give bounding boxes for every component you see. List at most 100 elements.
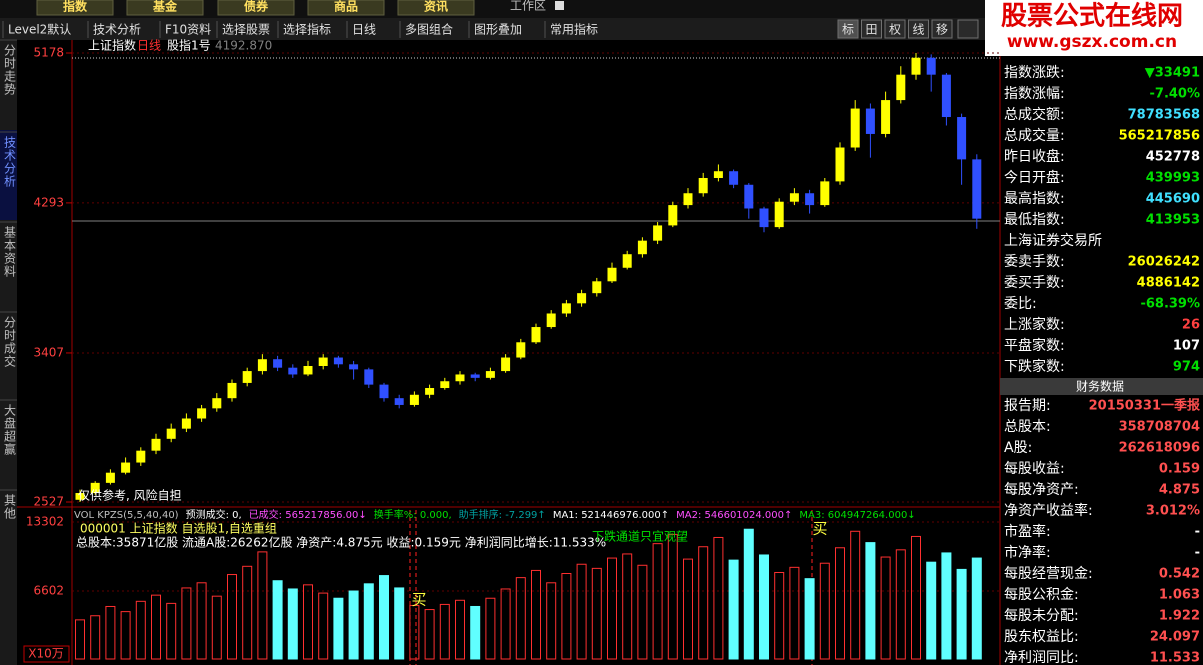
menu-bar [0,0,1203,18]
y-tick-label: 4293 [33,195,64,209]
candle-body [440,381,450,389]
candle-body [318,357,328,366]
candle-body [242,371,252,383]
panel-label: 总成交量: [1004,127,1065,144]
toolbar-toggle-label[interactable]: 标 [842,23,854,37]
panel-label: 总成交额: [1004,106,1065,123]
candle-body [577,293,587,304]
workspace-label[interactable]: 工作区 [510,0,546,13]
volume-bar [819,562,830,660]
toolbar-toggle[interactable] [908,19,929,39]
side-tab[interactable]: 分时走势 [3,44,17,96]
panel-value: 24.097 [1150,630,1200,645]
candle-body [896,74,906,101]
toolbar-item[interactable]: 常用指标 [550,22,598,37]
panel-label: 市盈率: [1004,523,1051,540]
toolbar-item[interactable]: 选择股票 [222,23,270,37]
menu-label[interactable]: 基金 [152,0,178,14]
volume-bar [500,588,511,660]
candle-body [333,357,343,365]
candle-body [926,57,936,75]
panel-value: - [1195,525,1200,540]
toolbar-toggle-label[interactable]: 线 [912,23,924,37]
candle-body [911,57,921,75]
candle-body [379,384,389,399]
window-button[interactable] [957,19,979,39]
menu-button[interactable] [36,0,114,16]
volume-bar [576,563,587,660]
unit-box [23,645,70,663]
candle-body [409,394,419,405]
toolbar-toggle-label[interactable]: 移 [936,23,948,37]
panel-label: 昨日收盘: [1004,148,1065,165]
volume-bar [333,597,344,660]
menu-button[interactable] [397,0,475,16]
volume-bar [956,568,967,660]
volume-bar [804,578,815,660]
volume-bar [303,584,313,660]
toolbar-item[interactable]: 选择指标 [283,22,331,37]
volume-bar [911,535,921,660]
volume-bar [120,611,131,660]
signal-note: 下跌通道只宜观望 [592,529,688,544]
volume-bar [75,619,85,660]
side-tab[interactable]: 其他 [3,494,17,520]
menu-button[interactable] [307,0,385,16]
volume-bar [105,605,116,660]
panel-value: 11.533 [1150,651,1200,665]
toolbar-toggle-label[interactable]: 田 [865,23,877,37]
volume-bar [379,575,389,660]
toolbar-toggle[interactable] [837,19,859,39]
candle-body [592,281,602,294]
candle-body [273,359,283,368]
info-line: 总股本:35871亿股 流通A股:26262亿股 净资产:4.875元 收益:0… [76,535,606,550]
menu-label[interactable]: 债券 [244,0,269,14]
panel-label: 每股收益: [1004,461,1065,477]
menu-label[interactable]: 商品 [334,0,358,14]
signal-label: 买 [812,520,827,538]
candle-body [713,171,723,178]
volume-bar [135,600,146,660]
menu-label[interactable]: 资讯 [424,0,448,14]
y-tick-label: 6602 [33,584,64,598]
candle-body [607,267,617,282]
candle-body [972,159,982,219]
panel-value: 107 [1173,339,1200,354]
toolbar-item[interactable]: F10资料 [165,23,211,37]
toolbar-item[interactable]: 日线 [352,23,376,37]
side-tab[interactable]: 大盘超赢 [3,404,17,456]
y-tick-label: 3407 [33,345,64,359]
volume-bar [683,558,693,660]
volume-bar [394,587,405,660]
panel-label: 报告期: [1004,398,1051,414]
candle-body [425,388,435,395]
volume-bar [561,573,572,660]
volume-bar [743,528,754,660]
menu-button[interactable] [126,0,204,16]
volume-bar [90,615,101,660]
panel-label: 上涨家数: [1004,316,1065,333]
volume-bar [652,543,663,660]
toolbar-toggle-label[interactable]: 权 [889,23,901,37]
candle-body [865,108,875,134]
workspace-checkbox[interactable] [555,1,564,10]
volume-bar [971,557,982,660]
menu-button[interactable] [217,0,295,16]
y-tick-label: 13302 [26,515,64,529]
candle-body [729,171,739,185]
toolbar-toggle[interactable] [884,19,906,39]
toolbar-item[interactable]: 图形叠加 [474,23,522,37]
toolbar-toggle[interactable] [861,19,882,39]
side-tab[interactable]: 基本资料 [3,226,17,278]
toolbar-item[interactable]: 技术分析 [93,23,141,37]
side-tab[interactable]: 分时成交 [3,316,17,368]
candle-body [257,359,267,372]
panel-value: 78783568 [1128,108,1200,123]
candle-body [531,327,541,343]
menu-label[interactable]: 指数 [63,0,88,14]
toolbar-item[interactable]: Level2默认 [8,22,71,37]
toolbar-item[interactable]: 多图组合 [405,22,453,37]
toolbar-toggle[interactable] [931,19,953,39]
side-tab[interactable]: 技术分析 [3,136,17,188]
